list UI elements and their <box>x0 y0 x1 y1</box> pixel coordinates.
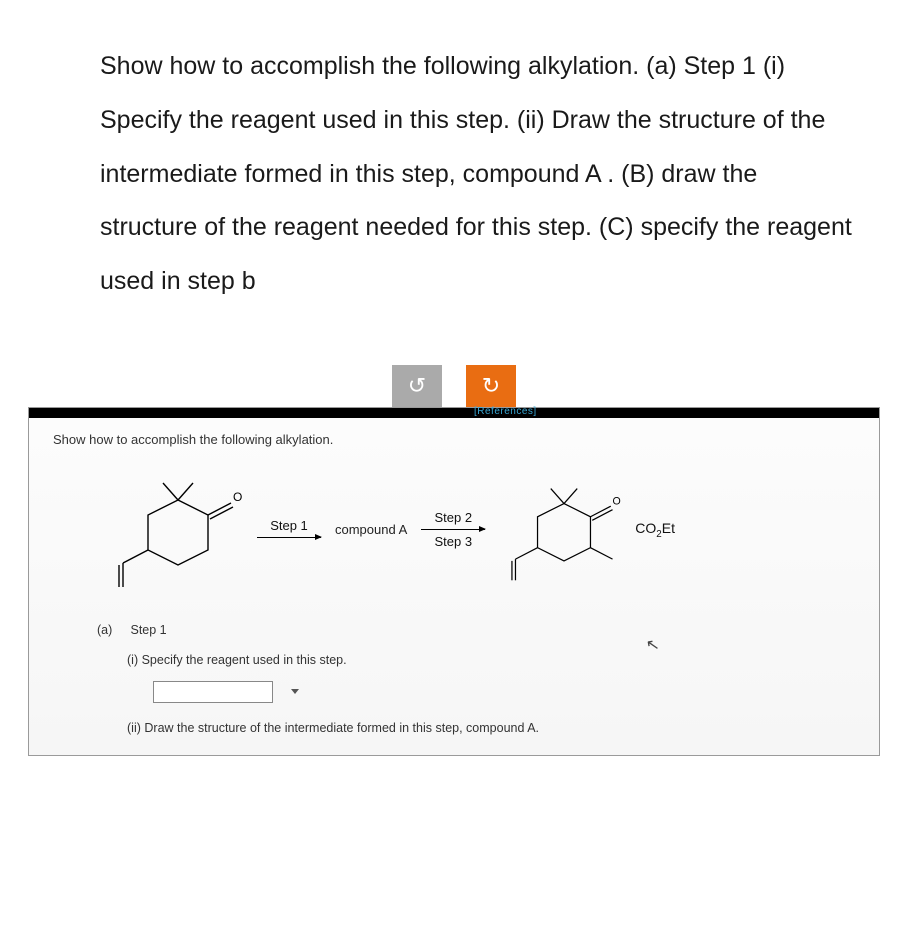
control-buttons-row: ↺ ↻ <box>0 365 908 407</box>
redo-button[interactable]: ↻ <box>466 365 516 407</box>
co2et-label: CO2Et <box>635 520 675 540</box>
starting-material-structure: O <box>83 465 253 595</box>
step3-label: Step 3 <box>434 534 472 549</box>
product-structure: O <box>489 465 639 595</box>
reagent-dropdown[interactable] <box>153 681 273 703</box>
part-i-row: (i) Specify the reagent used in this ste… <box>127 653 861 667</box>
redo-icon: ↻ <box>482 373 500 399</box>
part-a-text: Step 1 <box>130 623 166 637</box>
part-ii-label: (ii) <box>127 721 141 735</box>
panel-top-bar: [References] <box>29 408 879 418</box>
part-i-label: (i) <box>127 653 138 667</box>
oxygen-label: O <box>233 490 242 504</box>
problem-panel: [References] Show how to accomplish the … <box>28 407 880 756</box>
chevron-down-icon[interactable] <box>291 689 299 694</box>
part-ii-row: (ii) Draw the structure of the intermedi… <box>127 721 861 735</box>
references-link[interactable]: [References] <box>474 406 537 417</box>
undo-icon: ↺ <box>408 373 426 399</box>
undo-button[interactable]: ↺ <box>392 365 442 407</box>
panel-body: Show how to accomplish the following alk… <box>29 418 879 755</box>
step1-arrow: Step 1 <box>253 518 325 542</box>
part-ii-text: Draw the structure of the intermediate f… <box>144 721 539 735</box>
panel-instruction: Show how to accomplish the following alk… <box>53 432 861 447</box>
part-a-label: (a) <box>97 623 127 637</box>
product-oxygen-label: O <box>613 495 621 507</box>
reaction-scheme: O Step 1 compound A Step 2 Step 3 <box>83 455 861 605</box>
reagent-dropdown-wrap <box>153 681 861 703</box>
question-prompt: Show how to accomplish the following alk… <box>0 0 908 329</box>
step2-3-arrow: Step 2 Step 3 <box>417 510 489 549</box>
step1-label: Step 1 <box>270 518 308 533</box>
step2-label: Step 2 <box>434 510 472 525</box>
part-i-text: Specify the reagent used in this step. <box>142 653 347 667</box>
cursor-icon: ↖ <box>644 634 661 656</box>
part-a-row: (a) Step 1 <box>97 623 861 637</box>
compound-a-label: compound A <box>335 522 407 537</box>
